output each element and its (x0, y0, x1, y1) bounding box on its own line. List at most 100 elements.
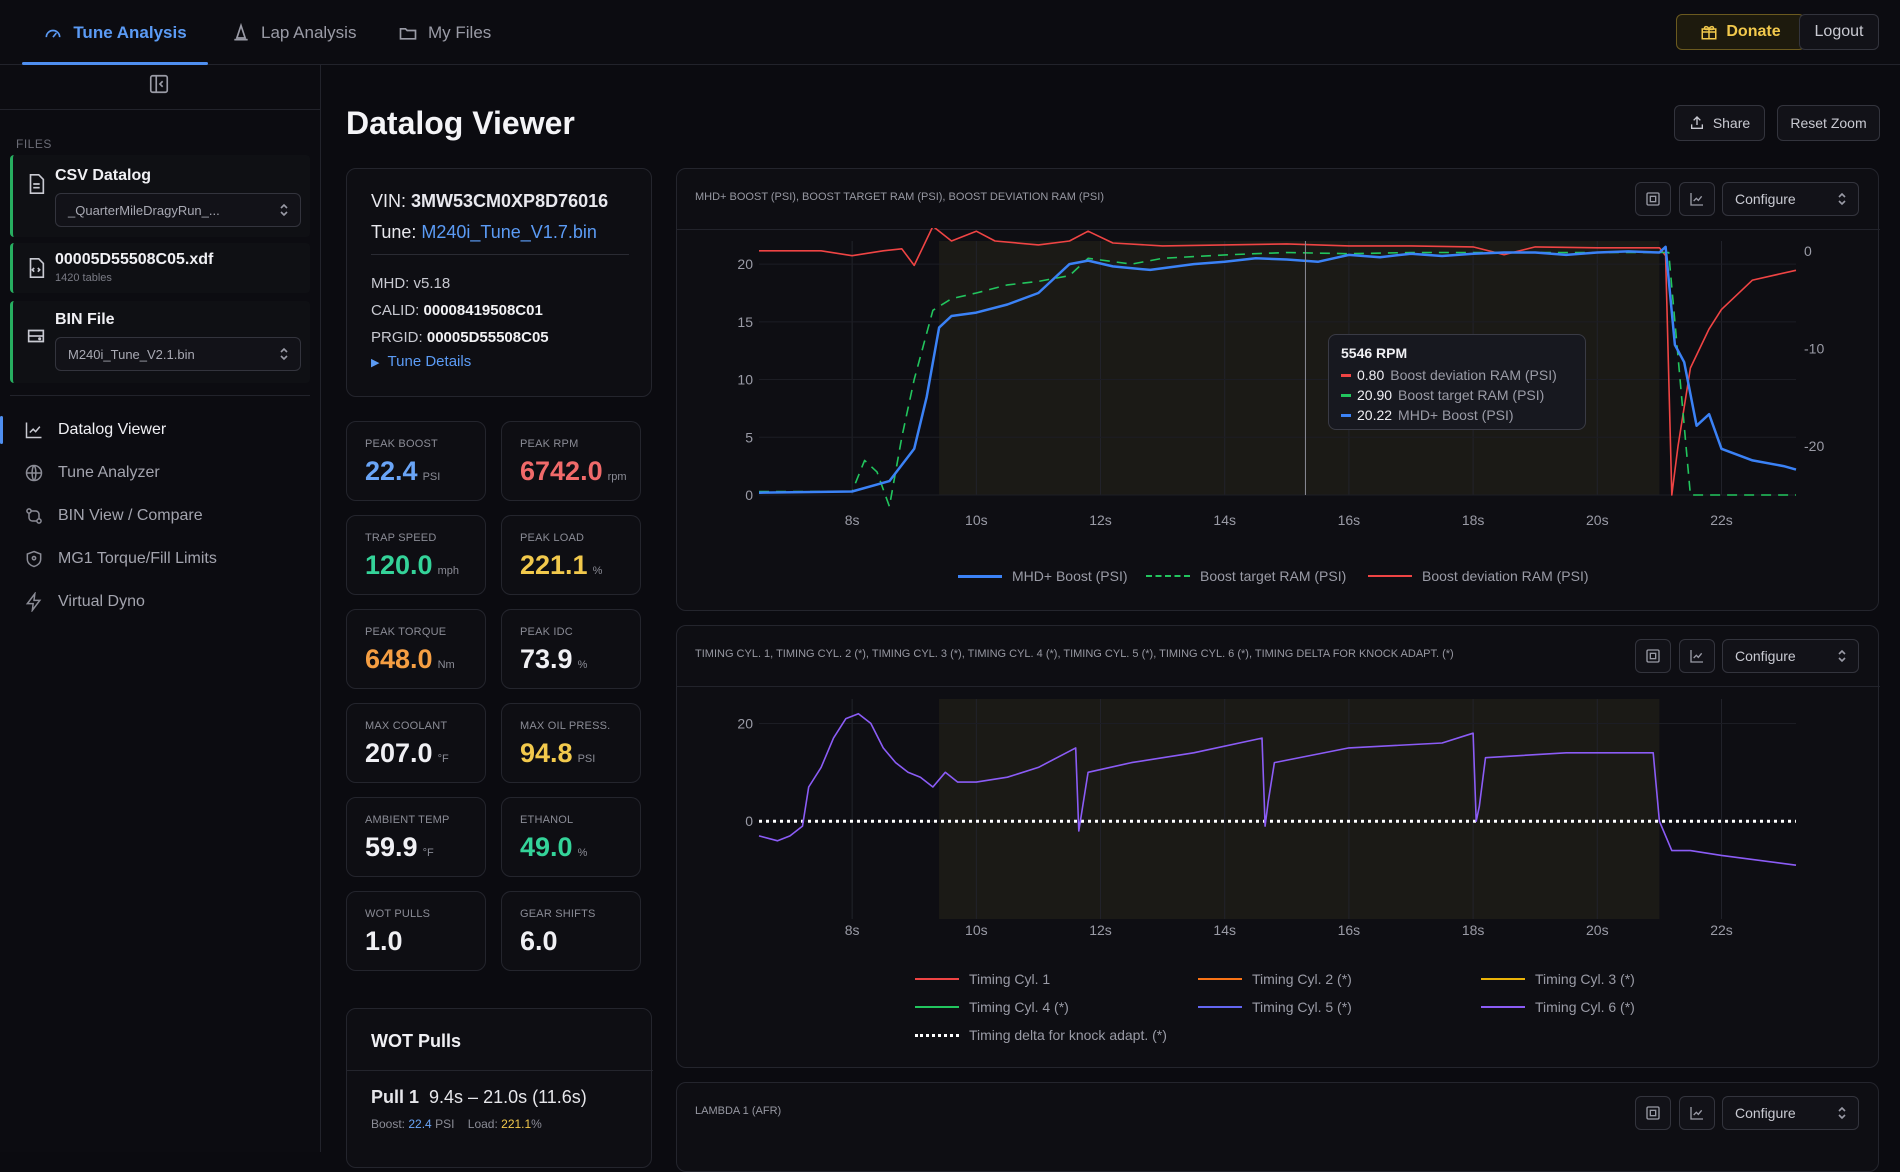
legend-mhd-boost[interactable]: MHD+ Boost (PSI) (958, 568, 1128, 584)
x-tick-label: 20s (1586, 512, 1609, 528)
logout-button[interactable]: Logout (1799, 14, 1879, 50)
bin-file-select[interactable]: M240i_Tune_V2.1.bin (55, 337, 301, 371)
frame-icon (1646, 649, 1660, 663)
legend-timing-cyl1[interactable]: Timing Cyl. 1 (915, 971, 1050, 987)
configure-select[interactable]: Configure (1722, 1096, 1859, 1130)
legend-label: Timing Cyl. 3 (*) (1535, 971, 1635, 987)
stat-number: 221.1 (520, 550, 588, 580)
sidebar-item-datalog-viewer[interactable]: Datalog Viewer (0, 410, 320, 450)
legend-timing-cyl6[interactable]: Timing Cyl. 6 (*) (1481, 999, 1635, 1015)
csv-datalog-file[interactable]: CSV Datalog _QuarterMileDragyRun_... (10, 155, 310, 237)
sidebar-item-virtual-dyno[interactable]: Virtual Dyno (0, 582, 320, 622)
timing-chart-plot[interactable]: 8s 10s 12s 14s 16s 18s 20s 22s 0 20 (676, 686, 1879, 956)
legend-swatch (1368, 575, 1412, 577)
sidebar-item-label: BIN View / Compare (58, 507, 203, 524)
reset-zoom-button[interactable]: Reset Zoom (1777, 105, 1880, 141)
collapse-sidebar-icon[interactable] (148, 73, 170, 95)
legend-timing-cyl3[interactable]: Timing Cyl. 3 (*) (1481, 971, 1635, 987)
chart-divider (677, 686, 1880, 687)
stat-label: GEAR SHIFTS (520, 908, 596, 920)
pull-name: Pull 1 (371, 1087, 420, 1107)
legend-label: Boost deviation RAM (PSI) (1422, 568, 1589, 584)
lambda-chart-title: Lambda 1 (AFR) (695, 1105, 782, 1117)
stat-unit: PSI (577, 753, 596, 765)
configure-label: Configure (1735, 1105, 1796, 1121)
x-tick-label: 12s (1089, 512, 1112, 528)
tune-file-link[interactable]: M240i_Tune_V1.7.bin (421, 222, 597, 242)
csv-datalog-select[interactable]: _QuarterMileDragyRun_... (55, 193, 301, 227)
tune-details-toggle[interactable]: ▶ Tune Details (371, 353, 471, 370)
drive-icon (27, 329, 45, 343)
tooltip-swatch (1341, 413, 1351, 417)
stat-value: 49.0% (520, 832, 587, 863)
stat-number: 94.8 (520, 738, 573, 768)
tooltip-value: 20.22 (1357, 407, 1393, 423)
stat-value: 59.9 °F (365, 832, 434, 863)
mhd-line: MHD: v5.18 (371, 275, 450, 292)
fullscreen-button[interactable] (1635, 1096, 1671, 1130)
stat-card: ETHANOL 49.0% (501, 797, 641, 877)
legend-boost-target[interactable]: Boost target RAM (PSI) (1146, 568, 1346, 584)
legend-timing-cyl5[interactable]: Timing Cyl. 5 (*) (1198, 999, 1352, 1015)
configure-label: Configure (1735, 648, 1796, 664)
legend-knock-delta[interactable]: Timing delta for knock adapt. (*) (915, 1027, 1167, 1043)
stat-value: 1.0 (365, 926, 408, 957)
legend-label: Timing Cyl. 6 (*) (1535, 999, 1635, 1015)
sidebar: FILES CSV Datalog _QuarterMileDragyRun_.… (0, 65, 321, 1152)
chart-type-button[interactable] (1679, 182, 1715, 216)
sidebar-divider (0, 109, 321, 110)
legend-boost-deviation[interactable]: Boost deviation RAM (PSI) (1368, 568, 1589, 584)
xdf-file-subtitle: 1420 tables (55, 272, 112, 284)
boost-chart-plot[interactable]: 8s 10s 12s 14s 16s 18s 20s 22s 0 5 10 15 20 0 -10 -20 (676, 228, 1879, 528)
x-tick-label: 8s (845, 512, 860, 528)
donate-button[interactable]: Donate (1676, 14, 1805, 50)
wot-divider (347, 1070, 653, 1071)
xdf-file[interactable]: 00005D55508C05.xdf 1420 tables (10, 243, 310, 293)
wot-pulls-title: WOT Pulls (371, 1031, 461, 1051)
sidebar-item-mg1-limits[interactable]: MG1 Torque/Fill Limits (0, 539, 320, 579)
stat-label: PEAK RPM (520, 438, 579, 450)
share-label: Share (1712, 115, 1751, 131)
share-button[interactable]: Share (1674, 105, 1765, 141)
legend-label: Timing Cyl. 2 (*) (1252, 971, 1352, 987)
xdf-file-title: 00005D55508C05.xdf (55, 251, 214, 268)
x-tick-label: 16s (1338, 922, 1361, 938)
stat-card: PEAK LOAD 221.1% (501, 515, 641, 595)
stat-unit: rpm (607, 471, 627, 483)
pull-boost-unit: PSI (435, 1117, 455, 1131)
x-tick-label: 16s (1338, 512, 1361, 528)
x-tick-label: 14s (1213, 922, 1236, 938)
stat-value: 6.0 (520, 926, 563, 957)
tab-my-files[interactable]: My Files (398, 0, 491, 65)
files-section-label: FILES (16, 137, 52, 151)
mhd-label: MHD: (371, 275, 410, 292)
chart-type-button[interactable] (1679, 1096, 1715, 1130)
line-chart-icon (1690, 650, 1703, 663)
legend-timing-cyl4[interactable]: Timing Cyl. 4 (*) (915, 999, 1069, 1015)
fullscreen-button[interactable] (1635, 182, 1671, 216)
fullscreen-button[interactable] (1635, 639, 1671, 673)
stat-unit: °F (422, 847, 434, 859)
sidebar-item-label: MG1 Torque/Fill Limits (58, 550, 217, 567)
sidebar-item-bin-view[interactable]: BIN View / Compare (0, 496, 320, 536)
stat-card: MAX OIL PRESS. 94.8 PSI (501, 703, 641, 783)
stat-label: TRAP SPEED (365, 532, 437, 544)
stat-unit: PSI (422, 471, 441, 483)
y-tick-label: 0 (745, 813, 753, 829)
configure-select[interactable]: Configure (1722, 639, 1859, 673)
legend-timing-cyl2[interactable]: Timing Cyl. 2 (*) (1198, 971, 1352, 987)
configure-select[interactable]: Configure (1722, 182, 1859, 216)
pull-summary: Boost: 22.4 PSI Load: 221.1% (371, 1117, 542, 1131)
tab-tune-analysis[interactable]: Tune Analysis (22, 0, 208, 65)
sidebar-item-tune-analyzer[interactable]: Tune Analyzer (0, 453, 320, 493)
bin-file[interactable]: BIN File M240i_Tune_V2.1.bin (10, 301, 310, 383)
x-tick-label: 22s (1710, 922, 1733, 938)
tab-lap-analysis[interactable]: Lap Analysis (231, 0, 356, 65)
stat-label: PEAK LOAD (520, 532, 585, 544)
tooltip-row: 0.80 Boost deviation RAM (PSI) (1341, 367, 1557, 383)
chart-type-button[interactable] (1679, 639, 1715, 673)
pull-item[interactable]: Pull 1 9.4s – 21.0s (11.6s) (371, 1087, 587, 1108)
mhd-value: v5.18 (413, 275, 451, 292)
tooltip-label: Boost deviation RAM (PSI) (1390, 367, 1557, 383)
legend-label: Timing delta for knock adapt. (*) (969, 1027, 1167, 1043)
